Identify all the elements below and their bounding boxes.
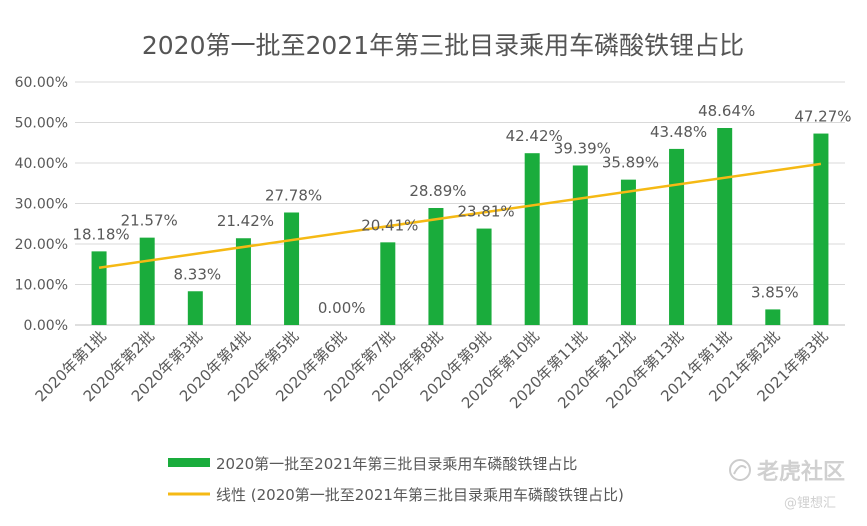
gridlines <box>75 81 845 326</box>
data-label: 21.57% <box>121 212 178 230</box>
data-label: 43.48% <box>650 123 707 141</box>
chart-title: 2020第一批至2021年第三批目录乘用车磷酸铁锂占比 <box>142 31 744 60</box>
y-tick-label: 60.00% <box>15 75 68 91</box>
data-label: 27.78% <box>265 186 322 204</box>
data-label: 8.33% <box>173 265 221 283</box>
bar <box>572 165 588 325</box>
data-label: 47.27% <box>794 108 851 126</box>
y-tick-label: 30.00% <box>15 197 68 213</box>
bar <box>717 128 733 325</box>
bar <box>91 251 107 325</box>
data-label: 39.39% <box>554 139 611 157</box>
data-label: 23.81% <box>457 203 514 221</box>
watermark-handle: @锂想汇 <box>784 495 836 511</box>
bar-series <box>91 128 829 325</box>
data-label: 18.18% <box>72 225 129 243</box>
bar <box>428 207 444 325</box>
y-tick-label: 50.00% <box>15 116 68 132</box>
watermark-brand: 老虎社区 <box>756 459 845 485</box>
data-label: 35.89% <box>602 154 659 172</box>
data-labels: 18.18%21.57% 8.33% 21.42% 27.78% 0.00% 20.41%… <box>72 102 851 317</box>
legend: 2020第一批至2021年第三批目录乘用车磷酸铁锂占比 线性 (2020第一批至… <box>168 455 624 504</box>
y-tick-label: 10.00% <box>15 278 68 294</box>
bar <box>765 309 781 325</box>
trendline-layer <box>98 162 822 269</box>
data-label: 20.41% <box>361 216 418 234</box>
tiger-logo-mark-icon <box>733 465 747 475</box>
bar <box>139 237 155 325</box>
y-tick-label: 0.00% <box>24 318 68 334</box>
data-label: 48.64% <box>698 102 755 120</box>
bar <box>476 228 492 325</box>
legend-swatch-bars <box>168 458 210 467</box>
bar <box>284 212 300 325</box>
data-label: 21.42% <box>217 212 274 230</box>
tiger-logo-icon <box>729 459 751 481</box>
bar <box>524 153 540 325</box>
y-axis: 0.00% 10.00% 20.00% 30.00% 40.00% 50.00% 60.00… <box>15 75 68 334</box>
trendline <box>98 162 822 269</box>
data-label: 3.85% <box>751 283 799 301</box>
bar <box>813 133 829 325</box>
bar <box>669 148 685 325</box>
y-tick-label: 40.00% <box>15 156 68 172</box>
legend-label-trendline: 线性 (2020第一批至2021年第三批目录乘用车磷酸铁锂占比) <box>216 486 624 504</box>
bar <box>187 291 203 325</box>
y-tick-label: 20.00% <box>15 237 68 253</box>
data-label: 28.89% <box>409 182 466 200</box>
bar <box>235 238 251 325</box>
watermark: 老虎社区 @锂想汇 <box>729 459 845 511</box>
data-label: 0.00% <box>318 299 366 317</box>
legend-label-bars: 2020第一批至2021年第三批目录乘用车磷酸铁锂占比 <box>216 455 577 473</box>
bar <box>380 242 396 325</box>
x-axis: 2020年第1批2020年第2批2020年第3批2020年第4批2020年第5批… <box>32 327 832 412</box>
bar <box>620 179 636 325</box>
data-label: 42.42% <box>506 127 563 145</box>
